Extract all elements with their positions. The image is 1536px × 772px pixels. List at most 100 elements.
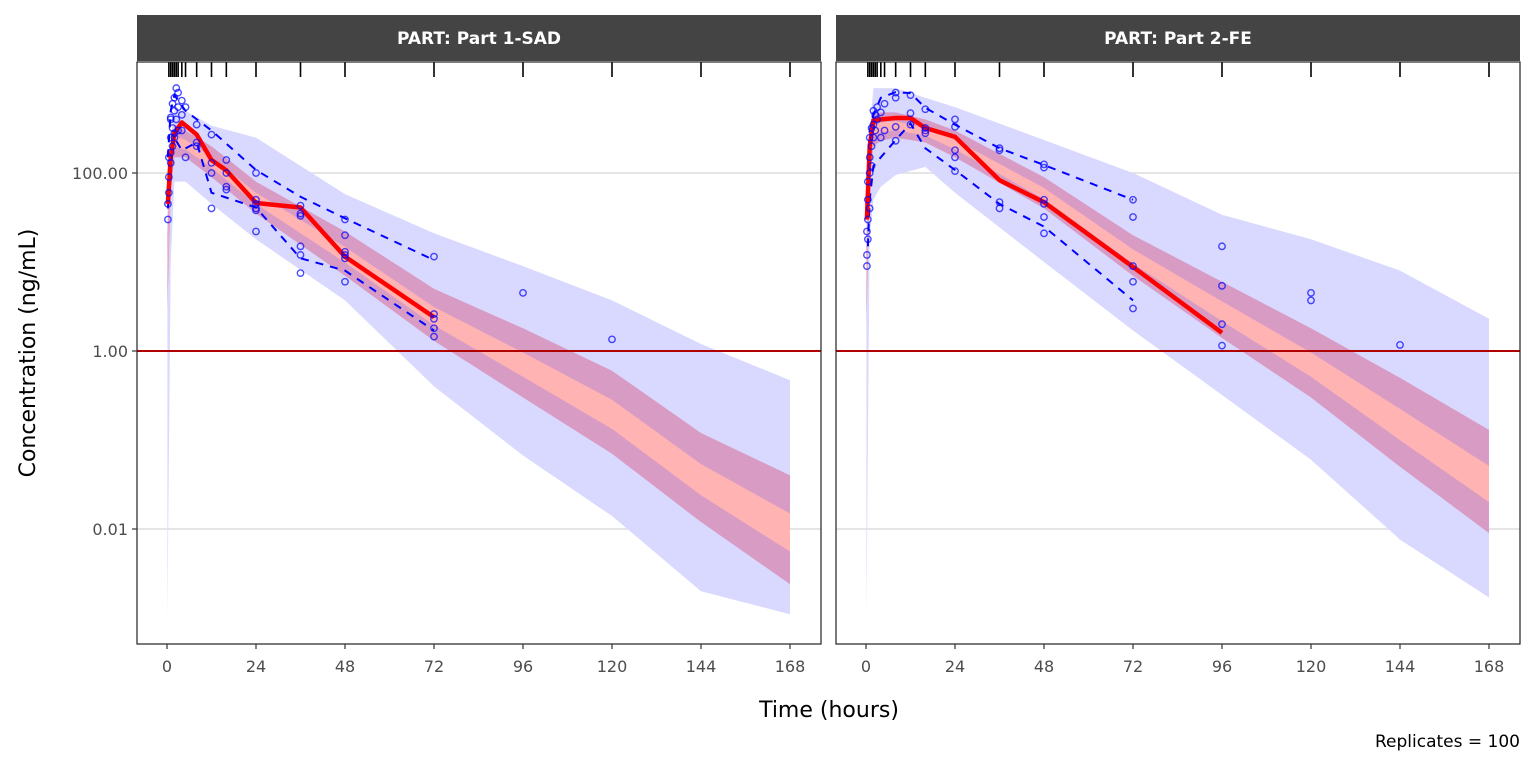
observed-point (177, 110, 186, 119)
observed-point (164, 188, 173, 197)
observed-point (951, 115, 959, 124)
observed-point (951, 153, 959, 162)
observed-95th-percentile-line (865, 91, 1134, 201)
observed-point (1040, 160, 1048, 169)
observed-point (341, 277, 349, 286)
observed-point (871, 126, 880, 135)
observed-point (207, 130, 216, 139)
x-tick-label: 72 (424, 657, 444, 676)
x-tick-label: 96 (1212, 657, 1232, 676)
observed-point (873, 115, 882, 124)
observed-point (430, 324, 438, 333)
observed-point (921, 124, 930, 132)
observed-point (865, 153, 874, 162)
observed-point (876, 133, 885, 142)
observed-point (1218, 242, 1226, 251)
observed-point (170, 93, 179, 102)
x-tick-label: 24 (246, 657, 266, 676)
observed-point (252, 169, 260, 177)
panel-plot-area (836, 88, 1520, 619)
observed-point (1218, 281, 1226, 290)
observed-point (168, 142, 177, 151)
observed-point (921, 129, 930, 138)
x-axis-title: Time (hours) (758, 698, 899, 723)
facet-title: PART: Part 1-SAD (397, 29, 561, 49)
y-tick-label: 1.00 (92, 342, 128, 361)
observed-point (1040, 199, 1048, 208)
observed-point (164, 173, 173, 181)
observed-point (296, 201, 305, 210)
caption-replicates: Replicates = 100 (1375, 732, 1520, 752)
observed-point (906, 91, 915, 100)
observed-point (891, 88, 900, 97)
observed-point (1396, 341, 1404, 349)
observed-point (863, 262, 871, 270)
observed-point (174, 88, 183, 97)
x-tick-label: 168 (775, 657, 806, 676)
observed-point (192, 120, 201, 129)
observed-point (1307, 288, 1315, 297)
observed-point (921, 126, 930, 135)
observed-point (863, 235, 872, 244)
observed-95th-percentile-line (166, 92, 435, 262)
observed-point (1040, 195, 1048, 204)
observed-point (207, 204, 216, 213)
observed-point (995, 204, 1004, 213)
observed-point (172, 84, 181, 92)
observed-point (177, 126, 186, 135)
observed-point (252, 195, 260, 204)
x-tick-label: 0 (162, 657, 172, 676)
observed-point (192, 138, 201, 147)
observed-point (296, 209, 305, 218)
observed-point (869, 133, 878, 142)
panel-border (835, 61, 1521, 645)
y-tick-label: 0.01 (92, 520, 128, 539)
observed-point (170, 133, 179, 142)
panel-border (136, 61, 822, 645)
observed-point (174, 126, 183, 135)
observed-5th-percentile-line (866, 121, 1134, 302)
observed-point (865, 204, 874, 213)
x-tick-label: 96 (513, 657, 533, 676)
observed-point (1129, 262, 1137, 270)
observed-point (1218, 341, 1226, 350)
observed-point (222, 169, 231, 177)
observed-point (341, 254, 349, 263)
observed-point (296, 251, 305, 259)
observed-point (951, 122, 959, 131)
x-tick-label: 24 (945, 657, 965, 676)
observed-point (1307, 296, 1315, 305)
x-tick-label: 120 (1296, 657, 1327, 676)
observed-point (891, 122, 900, 131)
observed-point (906, 109, 915, 118)
observed-point (921, 105, 930, 114)
observed-point (192, 142, 201, 151)
facet-title: PART: Part 2-FE (1104, 29, 1252, 49)
observed-point (341, 215, 349, 224)
observed-point (222, 185, 231, 194)
observed-point (252, 206, 260, 215)
observed-point (1129, 277, 1137, 286)
observed-point (207, 169, 216, 177)
observed-point (519, 288, 527, 297)
x-tick-label: 168 (1474, 657, 1505, 676)
observed-point (1129, 304, 1137, 313)
observed-point (863, 251, 871, 259)
observed-point (222, 182, 231, 191)
observed-5th-percentile-line (166, 134, 435, 332)
x-tick-label: 48 (335, 657, 355, 676)
facet-strip (836, 15, 1520, 61)
observed-point (181, 153, 190, 162)
observed-point (1040, 229, 1048, 238)
observed-point (951, 167, 959, 176)
simulated-median-core (167, 136, 790, 552)
observed-point (865, 169, 874, 177)
observed-point (863, 227, 871, 236)
observed-point (207, 158, 216, 167)
observed-point (430, 314, 438, 323)
panel-plot-area (137, 84, 821, 619)
simulated-prediction-interval (866, 88, 1489, 619)
observed-point (252, 227, 260, 236)
observed-point (865, 133, 874, 142)
observed-point (906, 120, 915, 129)
